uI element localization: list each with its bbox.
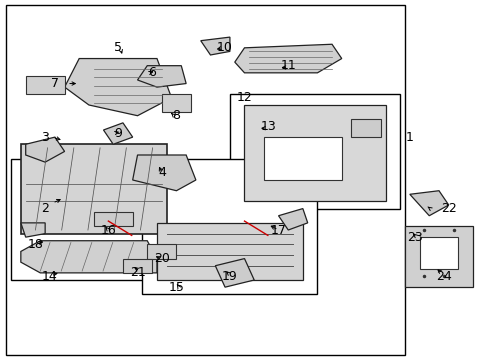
Polygon shape [244,105,385,202]
Polygon shape [409,191,448,216]
Text: 16: 16 [100,224,116,237]
Text: 10: 10 [217,41,232,54]
Text: 15: 15 [168,281,184,294]
Text: 6: 6 [148,66,156,79]
Bar [351,119,380,137]
Polygon shape [137,66,186,87]
Bar [6,5,404,355]
Polygon shape [26,137,64,162]
Text: 2: 2 [41,202,49,215]
Text: 21: 21 [129,266,145,279]
Text: 23: 23 [406,231,422,244]
Polygon shape [21,144,166,234]
Polygon shape [132,155,196,191]
Text: 20: 20 [154,252,169,265]
Polygon shape [404,226,472,287]
Text: 4: 4 [158,166,165,179]
Polygon shape [21,241,157,273]
Polygon shape [201,37,229,55]
Polygon shape [64,59,171,116]
Bar [122,258,152,273]
Text: 3: 3 [41,131,49,144]
Text: 18: 18 [27,238,43,251]
Bar [94,212,132,226]
Polygon shape [21,223,45,237]
Polygon shape [157,223,302,280]
Bar [147,244,176,258]
Text: 24: 24 [435,270,451,283]
Polygon shape [103,123,132,144]
Polygon shape [234,44,341,73]
Text: 14: 14 [42,270,58,283]
Text: 9: 9 [114,127,122,140]
Text: 1: 1 [405,131,413,144]
Bar [264,137,341,180]
Text: 13: 13 [261,120,276,133]
Text: 8: 8 [172,109,180,122]
Bar [26,76,64,94]
Text: 12: 12 [236,91,252,104]
Bar [162,94,191,112]
Bar [419,237,458,269]
Text: 11: 11 [280,59,296,72]
Bar [11,158,166,280]
Text: 5: 5 [114,41,122,54]
Bar [229,94,399,208]
Text: 19: 19 [222,270,237,283]
Polygon shape [278,208,307,230]
Text: 17: 17 [270,224,286,237]
Bar [142,158,317,294]
Text: 22: 22 [440,202,456,215]
Polygon shape [215,258,254,287]
Text: 7: 7 [51,77,59,90]
